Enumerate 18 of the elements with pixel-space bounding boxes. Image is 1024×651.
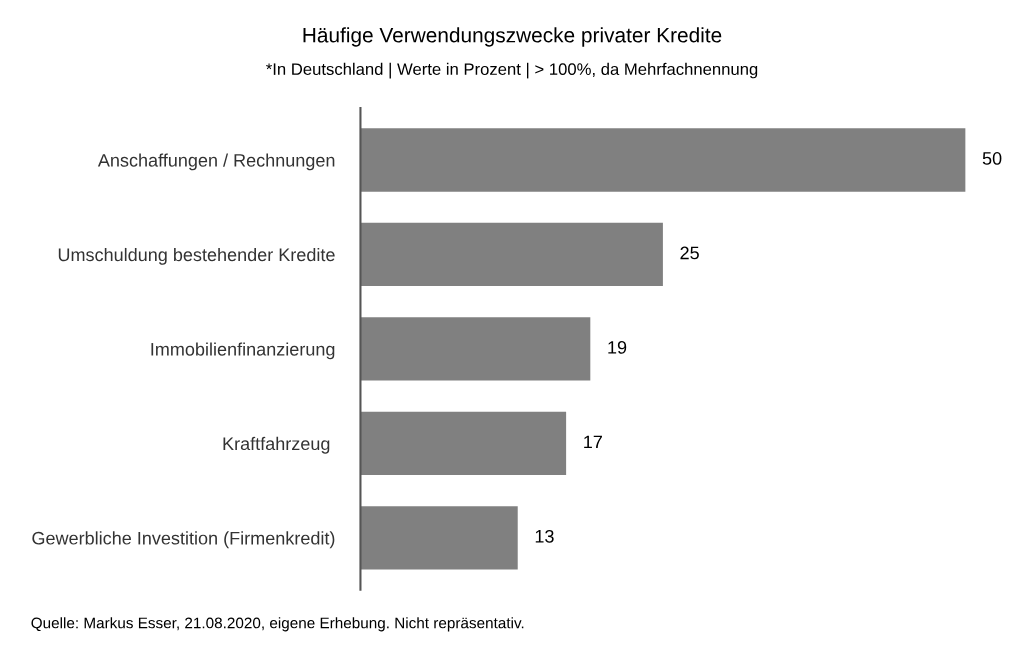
y-tick-label: Immobilienfinanzierung (151, 342, 335, 360)
data-label: 13 (535, 529, 554, 543)
y-tick-label: Gewerbliche Investition (Firmenkredit) (32, 531, 335, 549)
data-label: 25 (680, 246, 699, 260)
y-tick-label: Kraftfahrzeug (223, 436, 330, 454)
data-label: 50 (982, 152, 1002, 165)
source-note: Quelle: Markus Esser, 21.08.2020, eigene Erhebung. Nicht repräsentativ. (31, 617, 524, 632)
chart-title: Häufige Verwendungszwecke privater Kredite (303, 27, 722, 47)
chart-subtitle: *In Deutschland | Werte in Prozent | > 100%, da Mehrfachnennung (266, 62, 758, 79)
bar (360, 411, 567, 476)
y-tick-label: Umschuldung bestehender Kredite (58, 247, 335, 265)
bar (360, 506, 518, 570)
data-label: 19 (608, 341, 627, 354)
bar (360, 128, 966, 192)
y-tick-label: Anschaffungen / Rechnungen (97, 153, 335, 171)
bar (360, 317, 591, 381)
data-label: 17 (584, 435, 602, 449)
bar (360, 222, 663, 287)
